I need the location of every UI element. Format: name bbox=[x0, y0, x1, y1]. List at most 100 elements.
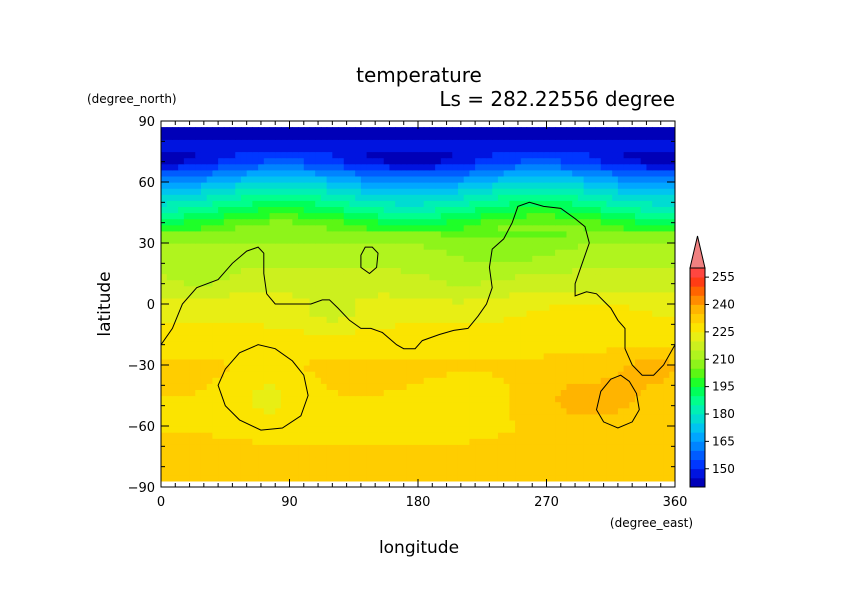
heatmap-cell bbox=[543, 200, 550, 207]
heatmap-cell bbox=[292, 291, 299, 299]
heatmap-cell bbox=[383, 389, 391, 397]
heatmap-cell bbox=[577, 310, 585, 317]
heatmap-cell bbox=[263, 273, 271, 281]
heatmap-cell bbox=[218, 462, 225, 470]
heatmap-cell bbox=[258, 474, 265, 482]
heatmap-cell bbox=[629, 377, 636, 384]
heatmap-cell bbox=[343, 182, 351, 189]
heatmap-cell bbox=[218, 249, 225, 256]
heatmap-cell bbox=[532, 322, 539, 329]
heatmap-cell bbox=[663, 163, 670, 171]
heatmap-cell bbox=[218, 206, 225, 214]
heatmap-cell bbox=[315, 218, 322, 226]
heatmap-cell bbox=[480, 322, 488, 329]
heatmap-cell bbox=[629, 175, 636, 183]
heatmap-cell bbox=[338, 365, 345, 372]
heatmap-cell bbox=[378, 413, 385, 421]
heatmap-cell bbox=[298, 328, 305, 336]
heatmap-cell bbox=[537, 334, 545, 342]
heatmap-cell bbox=[355, 175, 362, 183]
heatmap-cell bbox=[309, 243, 316, 250]
heatmap-cell bbox=[486, 157, 493, 165]
heatmap-cell bbox=[646, 285, 653, 293]
heatmap-cell bbox=[572, 218, 579, 226]
heatmap-cell bbox=[223, 316, 231, 323]
heatmap-cell bbox=[520, 358, 528, 366]
heatmap-cell bbox=[520, 279, 528, 287]
heatmap-cell bbox=[378, 444, 385, 451]
heatmap-cell bbox=[195, 346, 202, 354]
heatmap-cell bbox=[372, 316, 379, 323]
heatmap-cell bbox=[600, 267, 608, 275]
heatmap-cell bbox=[240, 218, 248, 226]
heatmap-cell bbox=[577, 194, 585, 201]
heatmap-cell bbox=[589, 358, 596, 366]
heatmap-cell bbox=[235, 304, 242, 311]
heatmap-cell bbox=[212, 474, 219, 482]
heatmap-cell bbox=[275, 243, 282, 250]
heatmap-cell bbox=[589, 450, 596, 458]
heatmap-cell bbox=[600, 474, 608, 482]
heatmap-cell bbox=[195, 267, 202, 275]
heatmap-cell bbox=[246, 389, 253, 397]
heatmap-cell bbox=[440, 371, 448, 378]
heatmap-cell bbox=[595, 377, 602, 384]
heatmap-cell bbox=[617, 432, 625, 439]
heatmap-cell bbox=[669, 273, 675, 281]
heatmap-cell bbox=[395, 139, 402, 146]
heatmap-cell bbox=[475, 291, 482, 299]
heatmap-cell bbox=[537, 249, 545, 256]
heatmap-cell bbox=[258, 267, 265, 275]
heatmap-cell bbox=[212, 322, 219, 329]
heatmap-cell bbox=[400, 200, 408, 207]
heatmap-cell bbox=[463, 340, 470, 348]
heatmap-cell bbox=[549, 377, 556, 384]
heatmap-cell bbox=[275, 377, 282, 384]
heatmap-cell bbox=[543, 328, 550, 336]
heatmap-cell bbox=[418, 316, 425, 323]
heatmap-cell bbox=[320, 200, 328, 207]
heatmap-cell bbox=[646, 438, 653, 445]
heatmap-cell bbox=[252, 310, 259, 317]
heatmap-cell bbox=[629, 468, 636, 476]
heatmap-cell bbox=[457, 188, 465, 195]
heatmap-cell bbox=[509, 188, 516, 195]
heatmap-cell bbox=[246, 377, 253, 384]
heatmap-cell bbox=[172, 340, 179, 348]
heatmap-cell bbox=[600, 316, 608, 323]
heatmap-cell bbox=[223, 389, 231, 397]
heatmap-cell bbox=[452, 304, 459, 311]
heatmap-cell bbox=[235, 419, 242, 427]
heatmap-cell bbox=[555, 157, 562, 165]
heatmap-cell bbox=[549, 407, 556, 415]
heatmap-cell bbox=[320, 365, 328, 372]
heatmap-cell bbox=[218, 291, 225, 299]
heatmap-cell bbox=[440, 377, 448, 384]
heatmap-cell bbox=[223, 200, 231, 207]
heatmap-cell bbox=[161, 358, 168, 366]
heatmap-cell bbox=[326, 182, 333, 189]
heatmap-cell bbox=[543, 224, 550, 232]
heatmap-cell bbox=[366, 444, 373, 451]
heatmap-cell bbox=[537, 462, 545, 470]
heatmap-cell bbox=[469, 145, 476, 153]
heatmap-cell bbox=[640, 438, 648, 445]
heatmap-cell bbox=[338, 175, 345, 183]
heatmap-cell bbox=[166, 419, 174, 427]
heatmap-cell bbox=[492, 188, 499, 195]
heatmap-cell bbox=[195, 261, 202, 268]
heatmap-cell bbox=[183, 212, 191, 220]
heatmap-cell bbox=[652, 450, 659, 458]
heatmap-cell bbox=[161, 236, 168, 244]
heatmap-cell bbox=[246, 352, 253, 360]
heatmap-cell bbox=[560, 157, 568, 165]
heatmap-cell bbox=[435, 432, 442, 439]
heatmap-cell bbox=[406, 468, 413, 476]
heatmap-cell bbox=[286, 304, 293, 311]
heatmap-cell bbox=[435, 182, 442, 189]
heatmap-cell bbox=[332, 468, 339, 476]
heatmap-cell bbox=[503, 444, 510, 451]
heatmap-cell bbox=[315, 456, 322, 464]
heatmap-cell bbox=[338, 200, 345, 207]
heatmap-cell bbox=[280, 365, 288, 372]
